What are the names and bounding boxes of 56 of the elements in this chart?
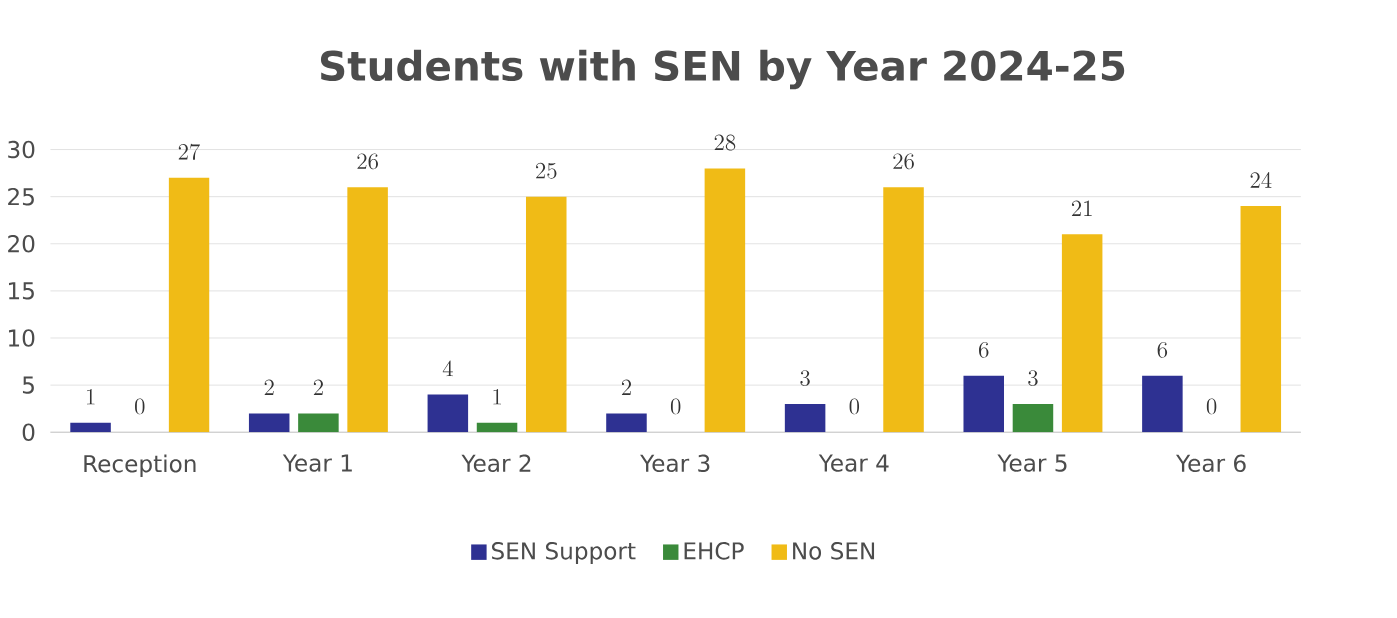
data-label: 2 — [621, 379, 631, 396]
y-tick-label: 20 — [8, 235, 35, 253]
x-tick-label: Reception — [84, 454, 196, 478]
y-tick-label: 0 — [22, 423, 35, 442]
data-label: 0 — [670, 398, 681, 415]
x-tick-label: Year 6 — [1176, 454, 1246, 473]
bar — [963, 375, 1005, 433]
data-label: 25 — [536, 163, 557, 179]
bar — [784, 404, 826, 433]
data-label: 6 — [979, 342, 989, 359]
bar — [1142, 375, 1183, 433]
bar — [70, 423, 111, 433]
bar — [168, 178, 210, 433]
y-tick-label: 30 — [8, 141, 35, 159]
y-tick-label: 5 — [22, 376, 34, 394]
legend-label: No SEN — [793, 542, 875, 560]
bar — [298, 413, 339, 433]
data-label: 24 — [1250, 172, 1272, 188]
bar — [525, 196, 567, 433]
data-label: 4 — [442, 360, 453, 377]
x-tick-label: Year 3 — [640, 454, 710, 473]
bar — [476, 423, 518, 433]
x-tick-label: Year 1 — [282, 454, 352, 472]
data-label: 3 — [1028, 370, 1038, 387]
data-label: 26 — [893, 153, 914, 170]
legend-label: EHCP — [684, 542, 744, 560]
y-tick-label: 10 — [8, 329, 35, 348]
data-label: 28 — [714, 134, 736, 151]
bar — [427, 394, 469, 433]
chart-title: Students with SEN by Year 2024-25 — [320, 49, 1125, 90]
y-tick-label: 15 — [8, 282, 34, 300]
data-label: 0 — [135, 398, 145, 415]
bar — [347, 187, 388, 433]
data-label: 21 — [1071, 200, 1092, 217]
x-tick-label: Year 5 — [997, 454, 1067, 472]
data-label: 27 — [178, 144, 200, 161]
data-label: 2 — [313, 379, 323, 396]
bar — [1061, 234, 1103, 433]
data-label: 26 — [357, 153, 378, 170]
data-label: 0 — [849, 398, 860, 415]
y-tick-label: 25 — [8, 188, 34, 206]
bar — [606, 413, 647, 433]
data-label: 3 — [800, 370, 810, 387]
x-tick-label: Year 4 — [818, 454, 889, 472]
bar — [1012, 404, 1054, 433]
data-label: 6 — [1157, 342, 1168, 359]
bar — [883, 187, 924, 433]
x-tick-label: Year 2 — [461, 454, 531, 473]
data-label: 1 — [493, 389, 501, 405]
data-label: 0 — [1206, 398, 1217, 415]
bar — [248, 413, 290, 433]
legend-label: SEN Support — [491, 542, 636, 565]
bar — [704, 168, 746, 433]
data-label: 1 — [87, 389, 95, 405]
data-label: 2 — [264, 379, 274, 396]
bar — [1240, 206, 1282, 433]
